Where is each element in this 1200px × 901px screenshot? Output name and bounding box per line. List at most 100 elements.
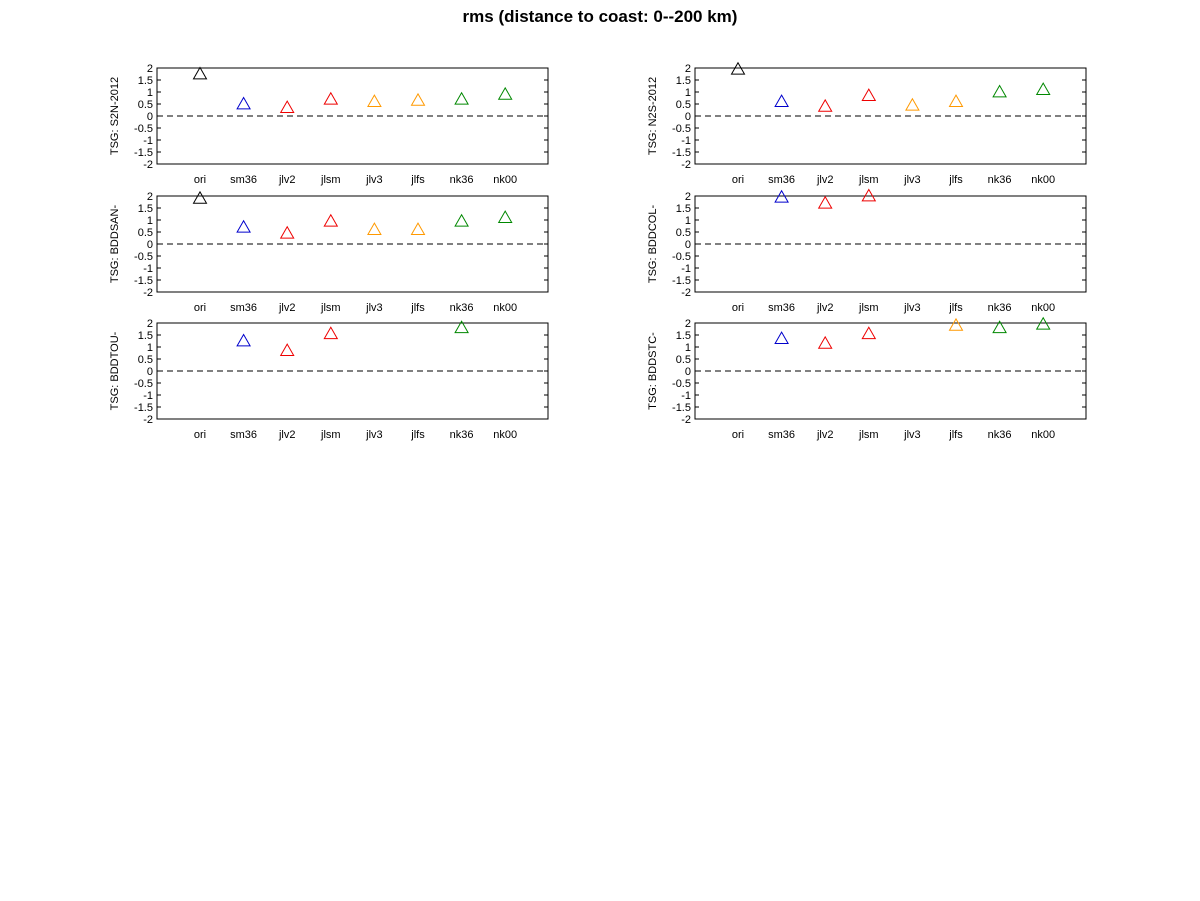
y-tick-label: -0.5 [672, 123, 691, 135]
x-tick-label: sm36 [768, 174, 795, 186]
y-tick-label: -1 [143, 263, 153, 275]
x-tick-label: ori [732, 429, 744, 441]
x-tick-label: jlfs [410, 174, 425, 186]
x-tick-label: nk00 [1031, 174, 1055, 186]
y-tick-label: -2 [681, 287, 691, 299]
x-tick-label: nk00 [1031, 302, 1055, 314]
x-tick-label: nk36 [450, 302, 474, 314]
x-tick-label: jlv3 [365, 429, 383, 441]
panel-4: 21.510.50-0.5-1-1.5-2 ori sm36 jlv2 jlsm jlv3… [647, 188, 1087, 314]
marker-jlv2 [279, 343, 295, 356]
marker-sm36 [774, 331, 789, 344]
y-tick-label: -2 [143, 287, 153, 299]
y-tick-label: -0.5 [134, 378, 153, 390]
marker-jlfs [410, 92, 426, 106]
marker-jlv2 [817, 195, 833, 209]
y-tick-label: -0.5 [672, 251, 691, 263]
marker-nk00 [497, 86, 513, 100]
x-tick-label: sm36 [230, 429, 257, 441]
x-tick-label: nk36 [450, 174, 474, 186]
y-axis-label: TSG: BDDCOL- [647, 205, 659, 284]
y-axis-label: TSG: BDDSTC- [647, 332, 659, 410]
marker-nk36 [454, 91, 469, 105]
marker-nk00 [1035, 82, 1051, 95]
y-tick-label: 1.5 [676, 330, 691, 342]
y-tick-label: 0.5 [676, 99, 691, 111]
x-tick-label: nk36 [988, 174, 1012, 186]
x-tick-label: nk36 [450, 429, 474, 441]
x-tick-label: nk00 [493, 302, 517, 314]
marker-jlv2 [817, 98, 833, 112]
y-tick-label: -0.5 [134, 251, 153, 263]
y-tick-label: -1.5 [672, 147, 691, 159]
y-tick-label: 0 [147, 111, 153, 123]
x-tick-label: ori [194, 429, 206, 441]
x-tick-label: jlsm [858, 174, 879, 186]
marker-jlv2 [817, 335, 833, 349]
x-tick-label: nk00 [493, 174, 517, 186]
y-tick-label: 2 [147, 63, 153, 75]
panel-1: 21.510.50-0.5-1-1.5-2 ori sm36 jlv2 jlsm jlv3… [109, 63, 549, 186]
y-tick-label: 1 [147, 342, 153, 354]
y-tick-label: -0.5 [672, 378, 691, 390]
y-axis-label: TSG: N2S-2012 [647, 77, 659, 155]
x-tick-label: jlv3 [903, 302, 921, 314]
y-tick-label: 0 [685, 239, 691, 251]
marker-jlfs [410, 222, 426, 235]
y-tick-label: -0.5 [134, 123, 153, 135]
y-tick-label: 0.5 [138, 227, 153, 239]
y-tick-label: 0.5 [676, 227, 691, 239]
x-tick-label: jlv2 [816, 174, 834, 186]
y-axis-label: TSG: BDDTOU- [109, 331, 121, 410]
x-tick-label: jlv2 [278, 302, 296, 314]
marker-ori [192, 190, 208, 204]
marker-jlsm [323, 326, 339, 340]
x-tick-label: jlsm [320, 302, 341, 314]
y-tick-label: 0.5 [676, 354, 691, 366]
y-tick-label: -1.5 [134, 275, 153, 287]
x-tick-label: jlfs [410, 302, 425, 314]
marker-jlv2 [279, 225, 295, 239]
x-tick-label: nk00 [1031, 429, 1055, 441]
y-tick-label: -1.5 [672, 275, 691, 287]
y-tick-label: 2 [685, 63, 691, 75]
y-tick-label: 1 [685, 342, 691, 354]
y-tick-label: 0.5 [138, 354, 153, 366]
y-tick-label: 2 [685, 191, 691, 203]
y-tick-label: 1.5 [138, 203, 153, 215]
panel-6: 21.510.50-0.5-1-1.5-2 ori sm36 jlv2 jlsm jlv3… [647, 316, 1087, 441]
y-tick-label: 1 [685, 215, 691, 227]
panel-2: 21.510.50-0.5-1-1.5-2 ori sm36 jlv2 jlsm jlv3… [647, 61, 1087, 186]
y-tick-label: 2 [147, 191, 153, 203]
y-tick-label: 1.5 [676, 203, 691, 215]
x-tick-label: jlv3 [903, 174, 921, 186]
y-tick-label: -1.5 [134, 147, 153, 159]
x-tick-label: jlv3 [365, 174, 383, 186]
x-tick-label: sm36 [230, 302, 257, 314]
y-tick-label: 1.5 [138, 75, 153, 87]
marker-ori [730, 61, 746, 75]
marker-nk00 [497, 210, 513, 223]
y-tick-label: 0.5 [138, 99, 153, 111]
y-axis-label: TSG: BDDSAN- [109, 205, 121, 284]
x-tick-label: jlsm [320, 429, 341, 441]
marker-sm36 [236, 219, 251, 233]
y-tick-label: -2 [681, 159, 691, 171]
x-tick-label: ori [732, 174, 744, 186]
marker-ori [192, 66, 208, 80]
x-tick-label: ori [194, 302, 206, 314]
x-tick-label: jlsm [858, 429, 879, 441]
x-tick-label: jlfs [948, 174, 963, 186]
marker-nk36 [992, 320, 1007, 334]
marker-nk36 [992, 84, 1007, 98]
marker-jlsm [323, 91, 339, 105]
x-tick-label: jlsm [320, 174, 341, 186]
x-tick-label: jlfs [948, 302, 963, 314]
y-tick-label: -1 [681, 390, 691, 402]
y-tick-label: 0 [685, 366, 691, 378]
marker-jlv3 [367, 94, 382, 107]
y-tick-label: -1 [681, 263, 691, 275]
marker-jlsm [861, 188, 877, 202]
y-tick-label: 1.5 [676, 75, 691, 87]
x-tick-label: jlv2 [816, 302, 834, 314]
